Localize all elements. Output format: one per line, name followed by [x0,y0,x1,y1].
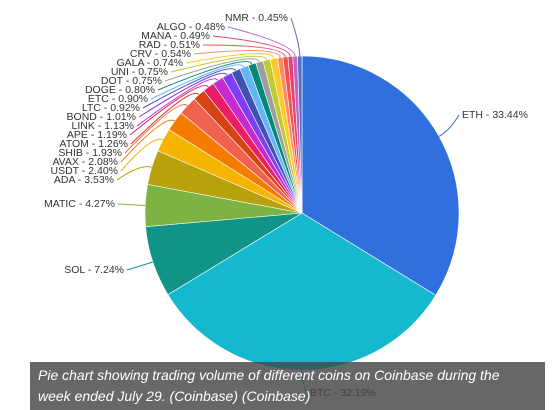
leader-line [193,50,281,58]
leader-line [150,64,245,100]
slice-label: ALGO - 0.48% [157,21,225,33]
leader-line [130,92,200,145]
leader-line [438,114,460,137]
image-caption: Pie chart showing trading volume of diff… [30,362,545,410]
slice-label: ATOM - 1.26% [60,138,128,150]
slice-label: LTC - 0.92% [82,102,140,114]
slice-label: MANA - 0.49% [141,30,210,42]
leader-line [227,26,296,57]
slice-label: BOND - 1.01% [67,111,136,123]
slice-label: MATIC - 4.27% [44,198,115,210]
slice-label: LINK - 1.13% [72,120,134,132]
pie-slice [297,55,303,214]
slice-label: USDT - 2.40% [51,165,119,177]
leader-line [117,203,146,206]
slice-label: DOGE - 0.80% [85,84,155,96]
leader-line [212,35,291,57]
leader-line [129,85,209,136]
pie-slices [144,55,460,371]
slice-label: UNI - 0.75% [111,66,168,78]
leader-line [185,53,275,64]
slice-labels: ETH - 33.44%BTC - 32.19%SOL - 7.24%MATIC… [44,12,528,399]
slice-label: SOL - 7.24% [64,264,124,276]
leader-line [136,78,219,127]
leader-line [290,17,301,57]
slice-label: NMR - 0.45% [225,12,288,24]
slice-label: ETH - 33.44% [462,109,528,121]
leader-line [142,68,237,109]
slice-label: APE - 1.19% [67,129,127,141]
leader-line [126,261,153,271]
leader-line [170,55,268,73]
leader-line [157,61,253,91]
slice-label: GALA - 0.74% [116,57,183,69]
slice-label: ETC - 0.90% [88,93,148,105]
leader-line [164,58,260,82]
slice-label: CRV - 0.54% [130,48,191,60]
leader-line [120,119,176,163]
leader-line [138,72,228,118]
slice-label: AVAX - 2.08% [52,156,118,168]
slice-label: ADA - 3.53% [54,174,114,186]
slice-label: DOT - 0.75% [101,75,162,87]
leader-line [116,166,152,181]
leader-line [202,44,286,58]
label-leader-lines [116,17,460,394]
leader-line [124,104,188,154]
leader-line [120,138,164,172]
slice-label: SHIB - 1.93% [58,147,122,159]
slice-label: RAD - 0.51% [139,39,200,51]
